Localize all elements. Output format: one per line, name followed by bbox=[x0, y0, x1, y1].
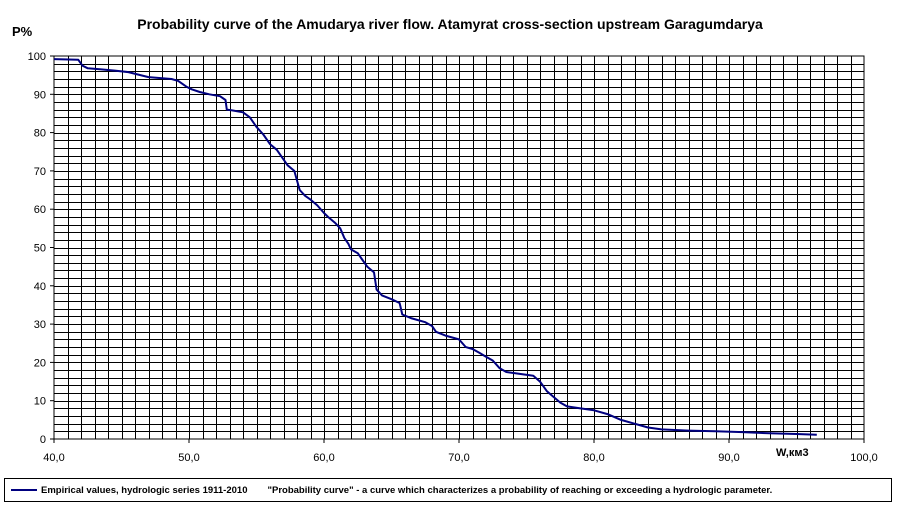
legend-note: "Probability curve" - a curve which char… bbox=[267, 484, 773, 496]
y-tick-label: 70 bbox=[34, 166, 46, 178]
legend: Empirical values, hydrologic series 1911… bbox=[4, 478, 892, 502]
grid bbox=[53, 55, 865, 440]
y-tick-label: 90 bbox=[34, 89, 46, 101]
y-tick-label: 80 bbox=[34, 128, 46, 140]
x-tick-label: 100,0 bbox=[850, 452, 878, 464]
y-tick-label: 10 bbox=[34, 396, 46, 408]
y-tick-label: 100 bbox=[28, 51, 46, 63]
y-axis-label: P% bbox=[12, 24, 33, 39]
x-tick-label: 80,0 bbox=[583, 452, 604, 464]
x-tick-label: 50,0 bbox=[178, 452, 199, 464]
series-group bbox=[53, 58, 817, 436]
x-axis-label: W,км3 bbox=[776, 447, 809, 459]
chart-title: Probability curve of the Amudarya river … bbox=[137, 16, 763, 32]
y-tick-label: 0 bbox=[40, 434, 46, 446]
y-tick-label: 30 bbox=[34, 319, 46, 331]
chart-plot: 0 10 20 30 40 50 60 70 80 90 100 40,0 50,0 60,0 70,0 80… bbox=[28, 51, 878, 464]
x-tick-label: 60,0 bbox=[313, 452, 334, 464]
x-tick-label: 70,0 bbox=[448, 452, 469, 464]
y-tick-label: 20 bbox=[34, 357, 46, 369]
x-tick-label: 90,0 bbox=[718, 452, 739, 464]
y-tick-label: 60 bbox=[34, 204, 46, 216]
legend-series-label: Empirical values, hydrologic series 1911… bbox=[41, 484, 248, 496]
y-tick-label: 40 bbox=[34, 281, 46, 293]
legend-series-swatch bbox=[11, 489, 37, 491]
x-tick-label: 40,0 bbox=[43, 452, 64, 464]
y-tick-label: 50 bbox=[34, 243, 46, 255]
series-line bbox=[53, 58, 817, 436]
axis-ticks: 0 10 20 30 40 50 60 70 80 90 100 40,0 50,0 60,0 70,0 80… bbox=[28, 51, 878, 464]
